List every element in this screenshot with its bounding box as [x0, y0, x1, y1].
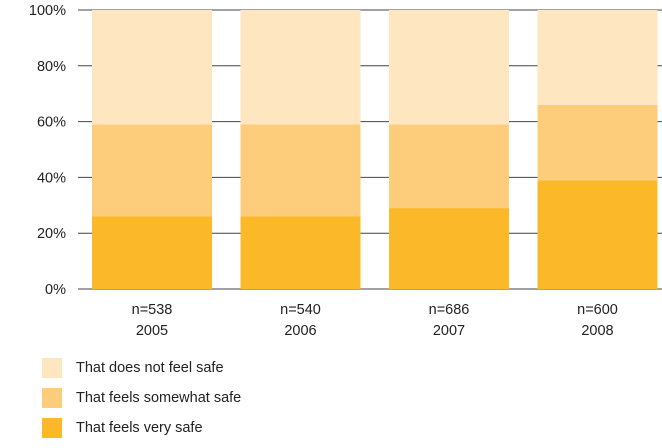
- y-tick-label-4: 80%: [37, 59, 66, 75]
- y-tick-label-0: 0%: [45, 282, 66, 298]
- x-label-n-2005: n=538: [132, 302, 173, 318]
- bar-2006-series-0: [241, 216, 361, 289]
- x-label-year-2006: 2006: [284, 323, 316, 339]
- x-label-year-2005: 2005: [136, 323, 168, 339]
- x-label-n-2006: n=540: [280, 302, 321, 318]
- bar-2005-series-2: [92, 10, 212, 124]
- x-label-year-2008: 2008: [581, 323, 613, 339]
- legend-item-not-safe: That does not feel safe: [42, 358, 241, 378]
- bar-2005-series-1: [92, 124, 212, 216]
- y-tick-label-5: 100%: [29, 3, 66, 19]
- bar-2008-series-2: [538, 10, 658, 105]
- bar-2007-series-2: [389, 10, 509, 124]
- y-tick-label-2: 40%: [37, 170, 66, 186]
- bar-2008-series-0: [538, 180, 658, 289]
- legend-label-somewhat-safe: That feels somewhat safe: [76, 390, 241, 406]
- x-label-year-2007: 2007: [433, 323, 465, 339]
- bar-2006-series-1: [241, 124, 361, 216]
- legend-label-very-safe: That feels very safe: [76, 420, 203, 436]
- chart-legend: That does not feel safe That feels somew…: [42, 358, 241, 448]
- legend-label-not-safe: That does not feel safe: [76, 360, 224, 376]
- x-label-n-2007: n=686: [429, 302, 470, 318]
- bar-2007-series-0: [389, 208, 509, 289]
- y-tick-label-3: 60%: [37, 115, 66, 131]
- stacked-bar-chart: 0% 20% 40% 60% 80% 100% n=538 2005 n=540 2006 n=68…: [0, 0, 662, 350]
- bar-2006-series-2: [241, 10, 361, 124]
- x-label-n-2008: n=600: [577, 302, 618, 318]
- legend-swatch-somewhat-safe: [42, 388, 62, 408]
- y-tick-label-1: 20%: [37, 226, 66, 242]
- bar-2007-series-1: [389, 124, 509, 208]
- legend-item-very-safe: That feels very safe: [42, 418, 241, 438]
- bar-2008-series-1: [538, 105, 658, 180]
- legend-swatch-very-safe: [42, 418, 62, 438]
- legend-item-somewhat-safe: That feels somewhat safe: [42, 388, 241, 408]
- legend-swatch-not-safe: [42, 358, 62, 378]
- bar-2005-series-0: [92, 216, 212, 289]
